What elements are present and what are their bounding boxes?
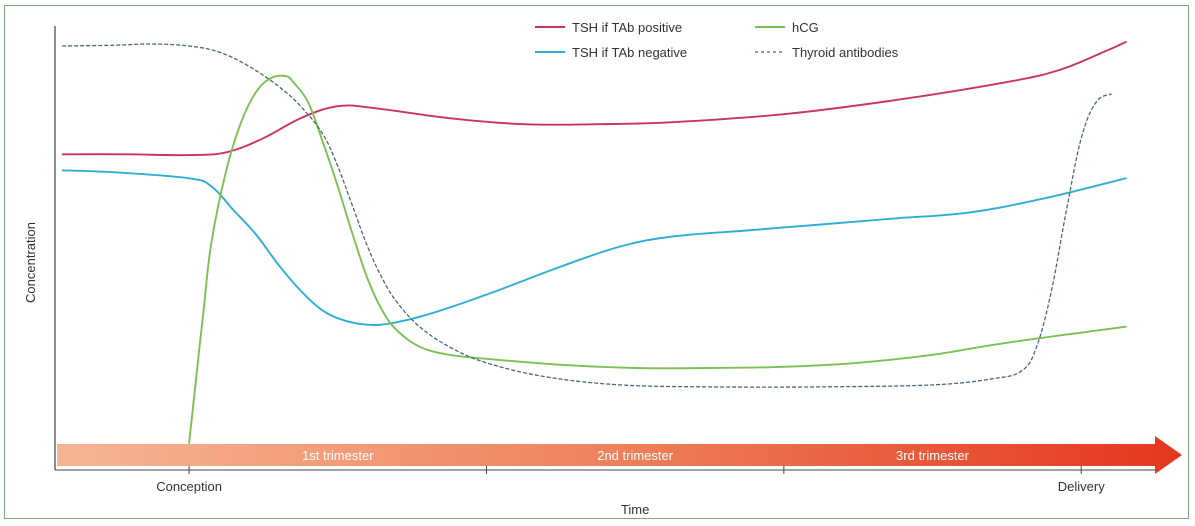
- x-tick-label: Delivery: [1058, 479, 1105, 494]
- series-line-hcg: [188, 74, 1127, 444]
- timeline-arrow: [57, 436, 1182, 474]
- figure-frame: 1st trimester 2nd trimester 3rd trimester …: [4, 5, 1189, 519]
- legend-label: TSH if TAb negative: [572, 45, 687, 60]
- trimester-label: 3rd trimester: [896, 448, 970, 463]
- series-line-tsh-if-tab-positive: [61, 41, 1127, 157]
- y-axis-title: Concentration: [23, 222, 38, 303]
- series-line-thyroid-antibodies: [62, 43, 1112, 388]
- x-axis-title: Time: [621, 502, 649, 517]
- x-tick-label: Conception: [156, 479, 222, 494]
- legend-label: hCG: [792, 20, 819, 35]
- legend-label: TSH if TAb positive: [572, 20, 682, 35]
- legend-label: Thyroid antibodies: [792, 45, 899, 60]
- trimester-label: 1st trimester: [302, 448, 374, 463]
- series-line-tsh-if-tab-negative: [61, 169, 1127, 326]
- trimester-label: 2nd trimester: [597, 448, 674, 463]
- chart-svg: 1st trimester 2nd trimester 3rd trimester …: [23, 20, 1182, 517]
